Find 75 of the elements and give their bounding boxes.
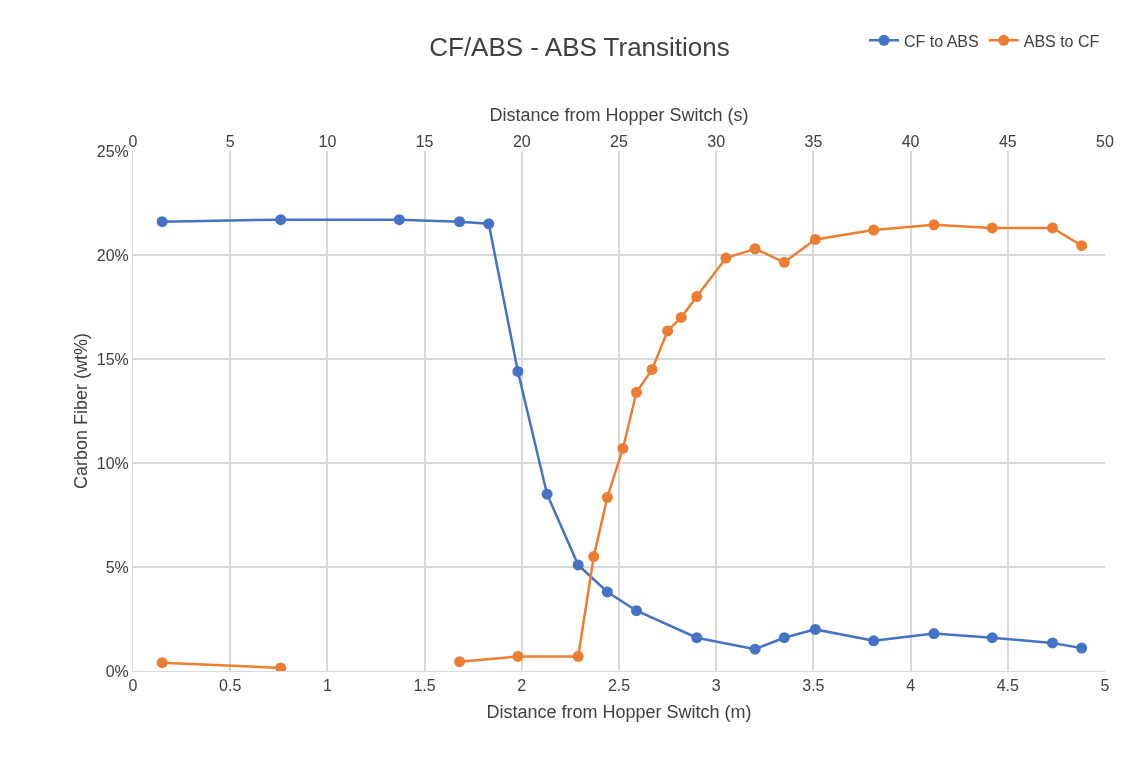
x-tick-label: 3 [711, 677, 721, 695]
point [646, 363, 658, 375]
point [512, 365, 524, 377]
x-tick-label: 0.5 [219, 677, 242, 695]
point [809, 233, 821, 245]
point [675, 311, 687, 323]
y-tick-label: 5% [105, 558, 129, 576]
x2-tick-label: 0 [128, 132, 138, 150]
point [986, 222, 998, 234]
y-tick-label: 25% [96, 142, 129, 160]
x2-tick-label: 30 [707, 132, 726, 150]
y-axis-title: Carbon Fiber (wt%) [71, 332, 91, 490]
x-tick-label: 1.5 [413, 677, 436, 695]
x-tick-label: 0 [128, 677, 138, 695]
x-axis-title: Distance from Hopper Switch (m) [486, 702, 752, 723]
x2-tick-label: 10 [318, 132, 337, 150]
legend-label: ABS to CF [1023, 32, 1100, 50]
x-tick-label: 4.5 [996, 677, 1020, 695]
point [1047, 222, 1059, 234]
x2-tick-label: 35 [804, 132, 823, 150]
point [928, 628, 940, 640]
point [749, 243, 761, 255]
point [572, 650, 584, 662]
point [275, 662, 287, 671]
point [868, 635, 880, 647]
point [631, 386, 642, 398]
point [778, 632, 790, 644]
x-tick-label: 5 [1100, 677, 1110, 695]
x2-tick-label: 20 [512, 132, 531, 150]
y-tick-label: 20% [96, 246, 129, 264]
point [691, 291, 703, 303]
chart-title: CF/ABS - ABS Transitions [429, 31, 730, 62]
x2-tick-label: 5 [225, 132, 235, 150]
point [809, 623, 821, 635]
point [541, 488, 553, 500]
x2-axis-title: Distance from Hopper Switch (s) [489, 105, 749, 125]
y-tick-label: 15% [96, 350, 129, 368]
point [778, 256, 790, 268]
point [662, 325, 674, 337]
point [454, 656, 466, 668]
point [483, 218, 495, 230]
legend-label: CF to ABS [904, 32, 979, 50]
point [588, 551, 600, 563]
x-tick-label: 2 [517, 677, 527, 695]
point [393, 214, 405, 226]
x2-tick-label: 40 [901, 132, 920, 150]
x2-tick-label: 25 [610, 132, 628, 150]
x-tick-label: 1 [322, 677, 332, 695]
point [601, 491, 613, 503]
x2-tick-label: 45 [998, 132, 1017, 150]
x2-tick-label: 50 [1096, 132, 1114, 150]
point [928, 219, 940, 231]
point [631, 605, 642, 617]
point [454, 216, 466, 228]
point [868, 224, 880, 236]
x-tick-label: 4 [906, 677, 916, 695]
x2-tick-label: 15 [415, 132, 434, 150]
y-tick-label: 10% [96, 454, 129, 472]
point [691, 632, 703, 644]
y-tick-label: 0% [105, 662, 129, 680]
point [156, 216, 168, 228]
point [617, 442, 629, 454]
point [749, 643, 761, 655]
point [1076, 240, 1088, 252]
point [1047, 637, 1059, 649]
point [156, 657, 168, 669]
x-tick-label: 3.5 [802, 677, 825, 695]
x-tick-label: 2.5 [607, 677, 631, 695]
point [720, 252, 732, 264]
point [512, 650, 524, 662]
point [572, 559, 584, 571]
point [275, 214, 287, 226]
point [986, 632, 998, 644]
point [601, 586, 613, 598]
point [1076, 642, 1088, 654]
